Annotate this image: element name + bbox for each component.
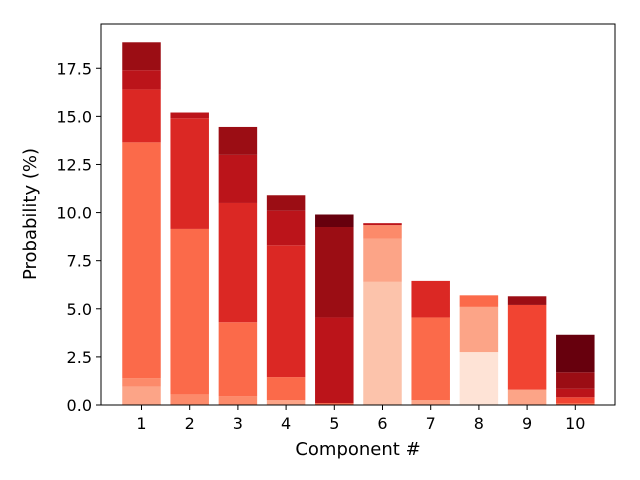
bar-segment-5-3 [315, 227, 354, 318]
bar-segment-3-5 [218, 126, 258, 155]
bar-segment-7-2 [411, 317, 450, 401]
y-tick-label: 10.0 [56, 204, 92, 223]
bar-segment-6-1 [363, 281, 402, 405]
bar-segment-10-3 [556, 388, 595, 398]
bar-segment-3-3 [218, 202, 258, 323]
bar-segment-10-2 [556, 397, 595, 404]
bar-segment-5-4 [315, 214, 354, 228]
bar-segment-3-2 [218, 322, 258, 397]
bars-group [122, 42, 595, 405]
plot-frame [100, 23, 616, 406]
bar-segment-10-4 [556, 372, 595, 389]
bar-segment-2-1 [170, 394, 209, 405]
bar-segment-4-2 [266, 377, 306, 401]
bar-segment-2-2 [170, 228, 209, 395]
x-tick-label: 2 [185, 414, 195, 433]
x-tick-label: 4 [281, 414, 291, 433]
bar-segment-7-1 [411, 400, 450, 405]
bar-segment-7-3 [411, 280, 450, 318]
bar-segment-1-4 [122, 89, 161, 143]
bar-segment-6-2 [363, 238, 402, 282]
bar-segment-10-5 [556, 334, 595, 373]
x-tick-label: 1 [136, 414, 146, 433]
y-tick-label: 2.5 [67, 348, 92, 367]
bar-segment-10-1 [556, 403, 595, 405]
bar-segment-3-1 [218, 396, 258, 405]
bar-segment-5-2 [315, 317, 354, 404]
bar-segment-1-3 [122, 142, 161, 379]
y-tick-label: 0.0 [67, 396, 92, 415]
x-axis: 1 2 3 4 5 6 7 8 9 10 [136, 405, 585, 433]
bar-segment-9-3 [507, 296, 547, 305]
y-tick-label: 7.5 [67, 252, 92, 271]
bar-segment-1-5 [122, 70, 161, 90]
bar-segment-6-4 [363, 223, 402, 226]
bar-segment-6-3 [363, 225, 402, 239]
x-tick-label: 9 [522, 414, 532, 433]
bar-segment-1-6 [122, 42, 161, 71]
x-tick-label: 10 [565, 414, 585, 433]
bar-segment-4-4 [266, 210, 306, 246]
bar-segment-4-3 [266, 245, 306, 378]
bar-segment-5-1 [315, 403, 354, 405]
bar-segment-8-2 [459, 306, 499, 353]
y-tick-label: 15.0 [56, 107, 92, 126]
bar-segment-9-2 [507, 304, 547, 390]
bar-segment-8-1 [459, 352, 499, 405]
bar-segment-1-1 [122, 386, 161, 405]
x-tick-label: 7 [426, 414, 436, 433]
x-tick-label: 3 [233, 414, 243, 433]
bar-segment-8-3 [459, 295, 499, 307]
y-tick-label: 12.5 [56, 155, 92, 174]
bar-segment-9-1 [507, 389, 547, 405]
y-tick-label: 5.0 [67, 300, 92, 319]
x-tick-label: 5 [329, 414, 339, 433]
bar-segment-2-4 [170, 112, 209, 119]
bar-segment-3-4 [218, 154, 258, 203]
y-axis-label: Probability (%) [20, 148, 41, 280]
bar-segment-2-3 [170, 118, 209, 229]
bar-segment-4-5 [266, 195, 306, 211]
y-tick-label: 17.5 [56, 59, 92, 78]
y-axis: 0.0 2.5 5.0 7.5 10.0 12.5 15.0 17.5 [56, 59, 101, 415]
x-axis-label: Component # [295, 439, 420, 460]
bar-segment-4-1 [266, 400, 306, 405]
x-tick-label: 6 [377, 414, 387, 433]
bar-segment-1-2 [122, 378, 161, 387]
x-tick-label: 8 [474, 414, 484, 433]
